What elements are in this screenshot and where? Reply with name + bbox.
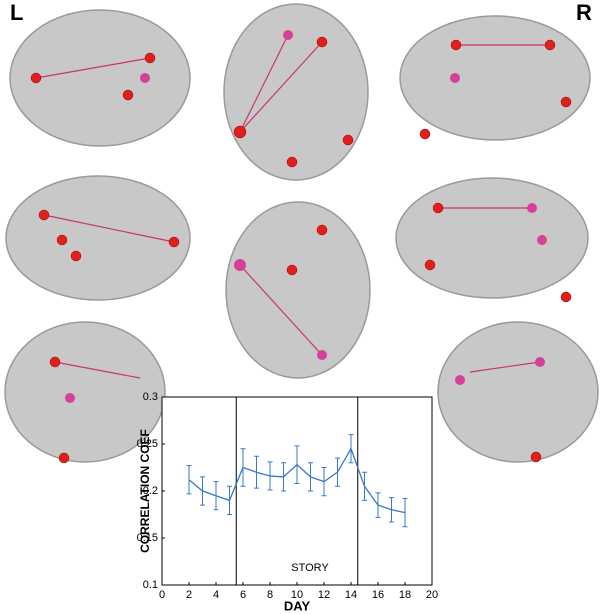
node xyxy=(316,36,328,48)
node xyxy=(168,236,180,248)
brain xyxy=(399,15,591,141)
x-tick-label: 4 xyxy=(213,589,219,601)
x-tick-label: 14 xyxy=(345,589,357,601)
node xyxy=(537,235,547,245)
x-tick-label: 18 xyxy=(399,589,411,601)
y-tick-label: 0.15 xyxy=(137,532,158,544)
x-tick-label: 0 xyxy=(159,589,165,601)
brain xyxy=(5,175,191,301)
annotation: STORY xyxy=(291,562,329,574)
brain xyxy=(395,177,589,299)
x-tick-label: 6 xyxy=(240,589,246,601)
error-bar xyxy=(375,492,381,518)
node xyxy=(56,234,68,246)
node xyxy=(233,125,247,139)
error-bar xyxy=(294,445,300,484)
brain xyxy=(437,321,599,463)
node xyxy=(316,224,328,236)
brain xyxy=(225,201,371,379)
connection xyxy=(43,214,175,243)
node xyxy=(560,96,572,108)
y-tick-label: 0.25 xyxy=(137,438,158,450)
error-bar xyxy=(267,461,273,491)
node xyxy=(122,89,134,101)
node xyxy=(283,30,293,40)
connection xyxy=(239,41,323,133)
node xyxy=(455,375,465,385)
y-tick-label: 0.2 xyxy=(143,485,158,497)
node xyxy=(560,291,572,303)
error-bar xyxy=(213,481,219,511)
node xyxy=(342,134,354,146)
error-bar xyxy=(186,465,192,495)
brain-renderings xyxy=(4,3,599,464)
brain xyxy=(9,9,191,147)
x-tick-label: 2 xyxy=(186,589,192,601)
hemisphere-label: L xyxy=(10,0,23,25)
node xyxy=(70,250,82,262)
node xyxy=(432,202,444,214)
node xyxy=(535,357,545,367)
node xyxy=(527,203,537,213)
node xyxy=(450,39,462,51)
error-bar xyxy=(227,485,232,515)
brain xyxy=(223,3,369,181)
plot-area xyxy=(161,396,433,586)
x-tick-label: 10 xyxy=(291,589,303,601)
node xyxy=(58,452,70,464)
x-axis-label: DAY xyxy=(284,598,311,613)
brain xyxy=(4,321,166,463)
node xyxy=(317,350,327,360)
x-tick-label: 8 xyxy=(267,589,273,601)
x-tick-label: 20 xyxy=(426,589,438,601)
error-bar xyxy=(281,462,286,492)
node xyxy=(286,264,298,276)
node xyxy=(544,39,556,51)
connection xyxy=(239,264,323,356)
error-bar xyxy=(254,455,259,489)
node xyxy=(144,52,156,64)
error-bar xyxy=(200,476,205,506)
node xyxy=(419,128,431,140)
node xyxy=(49,356,61,368)
connection xyxy=(35,57,151,79)
connection xyxy=(239,34,289,133)
error-bar xyxy=(348,434,354,464)
node xyxy=(38,209,50,221)
node xyxy=(424,259,436,271)
error-bar xyxy=(308,462,313,492)
node xyxy=(65,393,75,403)
error-bar xyxy=(335,457,340,487)
node xyxy=(140,73,150,83)
y-tick-label: 0.1 xyxy=(143,579,158,591)
hemisphere-label: R xyxy=(576,0,592,25)
error-bar xyxy=(389,497,394,523)
error-bar xyxy=(362,471,367,501)
node xyxy=(30,72,42,84)
connection xyxy=(54,361,141,379)
node xyxy=(234,259,246,271)
y-axis-label: CORRELATION COEF xyxy=(138,429,152,553)
x-tick-label: 12 xyxy=(318,589,330,601)
node xyxy=(286,156,298,168)
node xyxy=(450,73,460,83)
node xyxy=(530,451,542,463)
error-bar xyxy=(321,467,327,497)
error-bar xyxy=(240,448,246,487)
x-tick-label: 16 xyxy=(372,589,384,601)
y-tick-label: 0.3 xyxy=(143,391,158,403)
error-bar xyxy=(402,498,408,528)
connection xyxy=(469,361,541,373)
